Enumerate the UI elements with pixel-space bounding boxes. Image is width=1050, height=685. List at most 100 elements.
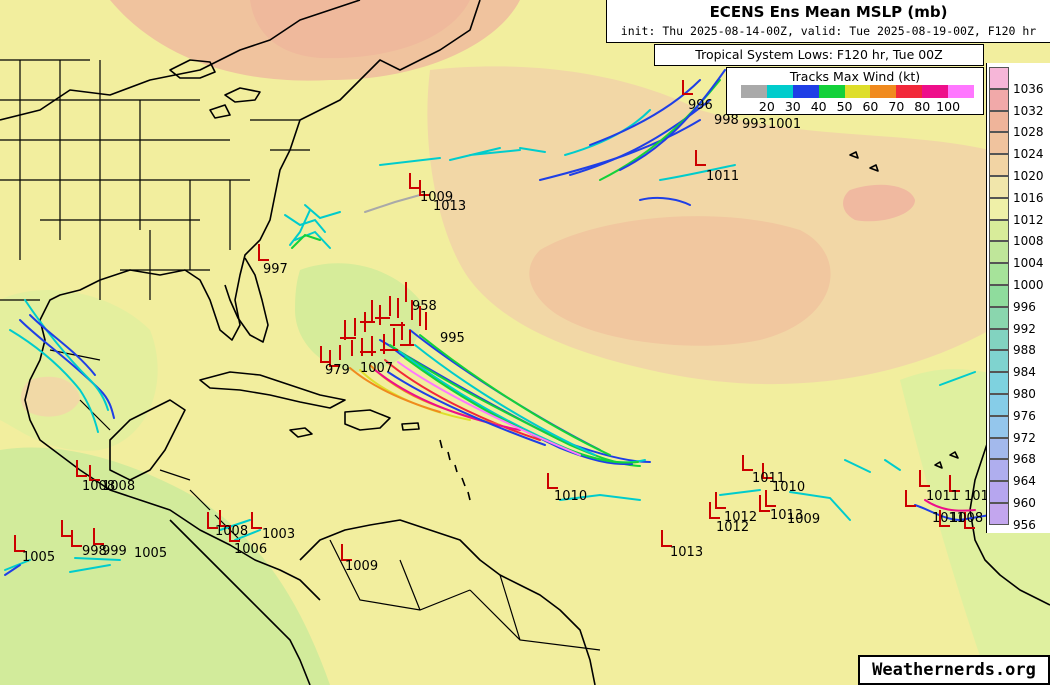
low-label: 996 — [688, 98, 713, 113]
yucatan-coast — [109, 399, 186, 481]
low-pressure-pacific — [0, 447, 330, 685]
wind-legend-swatch — [896, 85, 923, 98]
jamaica — [289, 427, 313, 438]
low-label: 1009 — [420, 190, 453, 205]
wind-legend-swatch — [870, 85, 897, 98]
track-line — [619, 69, 726, 171]
puerto-rico — [401, 422, 420, 431]
high-pressure-north — [250, 0, 470, 59]
colorbar-swatch — [989, 285, 1009, 307]
colorbar-swatch — [989, 503, 1009, 525]
high-pressure-pocket — [20, 376, 80, 417]
wind-legend-swatch — [922, 85, 949, 98]
colorbar-label: 996 — [1013, 299, 1036, 314]
low-label: 1013 — [433, 199, 466, 214]
track-line — [719, 489, 851, 521]
colorbar-label: 1032 — [1013, 103, 1044, 118]
political-borders — [0, 59, 601, 651]
colorbar-swatch — [989, 176, 1009, 198]
low-label: 1010 — [554, 489, 587, 504]
colorbar-label: 1008 — [1013, 234, 1044, 249]
tracks-north-atlantic — [364, 69, 736, 213]
low-label: 1005 — [22, 550, 55, 565]
low-label: 1001 — [768, 117, 801, 132]
colorbar-label: 1028 — [1013, 125, 1044, 140]
colorbar-swatch — [989, 263, 1009, 285]
low-label: 1008 — [82, 479, 115, 494]
colorbar-swatch — [989, 67, 1009, 89]
low-centers — [14, 80, 975, 561]
low-label: 1011 — [706, 169, 739, 184]
track-line — [639, 196, 691, 206]
hispaniola — [344, 409, 391, 431]
low-label: 1011 — [926, 489, 959, 504]
map-title-box: ECENS Ens Mean MSLP (mb) init: Thu 2025-… — [606, 0, 1050, 43]
low-label: 1012 — [724, 510, 757, 525]
track-line — [569, 99, 711, 176]
tracks-main-cluster — [349, 329, 651, 467]
low-label: 1007 — [360, 361, 393, 376]
low-label: 999 — [102, 544, 127, 559]
low-labels: 996 998 993 1001 1011 1009 1013 997 958 … — [22, 98, 997, 574]
colorbar-label: 956 — [1013, 517, 1036, 532]
low-label: 958 — [412, 299, 437, 314]
wind-legend-tick: 30 — [784, 99, 801, 114]
cape-verde — [934, 451, 959, 469]
tracks-pacific — [4, 519, 261, 576]
florida-coast — [224, 257, 269, 343]
low-label: 1008 — [102, 479, 135, 494]
high-pressure-east — [843, 184, 915, 222]
wind-legend-swatch — [818, 85, 845, 98]
track-line — [4, 557, 121, 573]
wind-legend-swatch — [766, 85, 793, 98]
colorbar-swatch — [989, 88, 1009, 111]
colorbar-label: 988 — [1013, 343, 1036, 358]
low-label: 998 — [714, 113, 739, 128]
colorbar-label: 984 — [1013, 365, 1036, 380]
track-line — [397, 361, 581, 456]
low-symbol — [14, 80, 975, 561]
track-line — [589, 79, 701, 146]
track-line — [374, 369, 521, 431]
colorbar-label: 1016 — [1013, 190, 1044, 205]
colorbar-swatch — [989, 241, 1009, 264]
low-label: 1009 — [345, 559, 378, 574]
colorbar-swatch — [989, 219, 1009, 242]
state-borders — [0, 59, 310, 300]
track-line — [29, 314, 96, 376]
low-label: 1012 — [716, 520, 749, 535]
colorbar-swatch — [989, 154, 1009, 176]
colorbar-swatch — [989, 306, 1009, 329]
track-line — [364, 194, 421, 213]
colorbar-swatch — [989, 394, 1009, 416]
low-label: 1006 — [234, 542, 267, 557]
low-label: 1013 — [770, 508, 803, 523]
colorbar-swatch — [989, 415, 1009, 438]
colorbar-label: 992 — [1013, 321, 1036, 336]
colorbar-swatch — [989, 350, 1009, 373]
track-line — [24, 299, 109, 411]
track-line — [284, 204, 341, 249]
lesser-antilles — [439, 439, 471, 501]
low-label: 993 — [742, 117, 767, 132]
wind-legend-bar — [741, 85, 975, 98]
wind-legend-swatch — [844, 85, 871, 98]
wind-legend-tick: 60 — [862, 99, 879, 114]
track-line — [939, 371, 976, 386]
cuba — [199, 371, 346, 409]
colorbar-swatch — [989, 132, 1009, 155]
colorbar-swatch — [989, 197, 1009, 220]
bermuda — [849, 151, 879, 172]
track-line — [384, 359, 541, 441]
wind-legend-tick: 100 — [936, 99, 961, 114]
high-pressure-core — [529, 216, 831, 346]
wind-legend-ticks: 20 30 40 50 60 70 80 100 — [741, 99, 974, 115]
colorbar-swatch — [989, 328, 1009, 351]
track-line — [659, 164, 736, 181]
central-america-coast — [169, 519, 311, 685]
tracks-gulf — [9, 299, 115, 433]
track-line — [414, 344, 596, 456]
track-line — [379, 147, 546, 166]
colorbar-label: 972 — [1013, 430, 1036, 445]
